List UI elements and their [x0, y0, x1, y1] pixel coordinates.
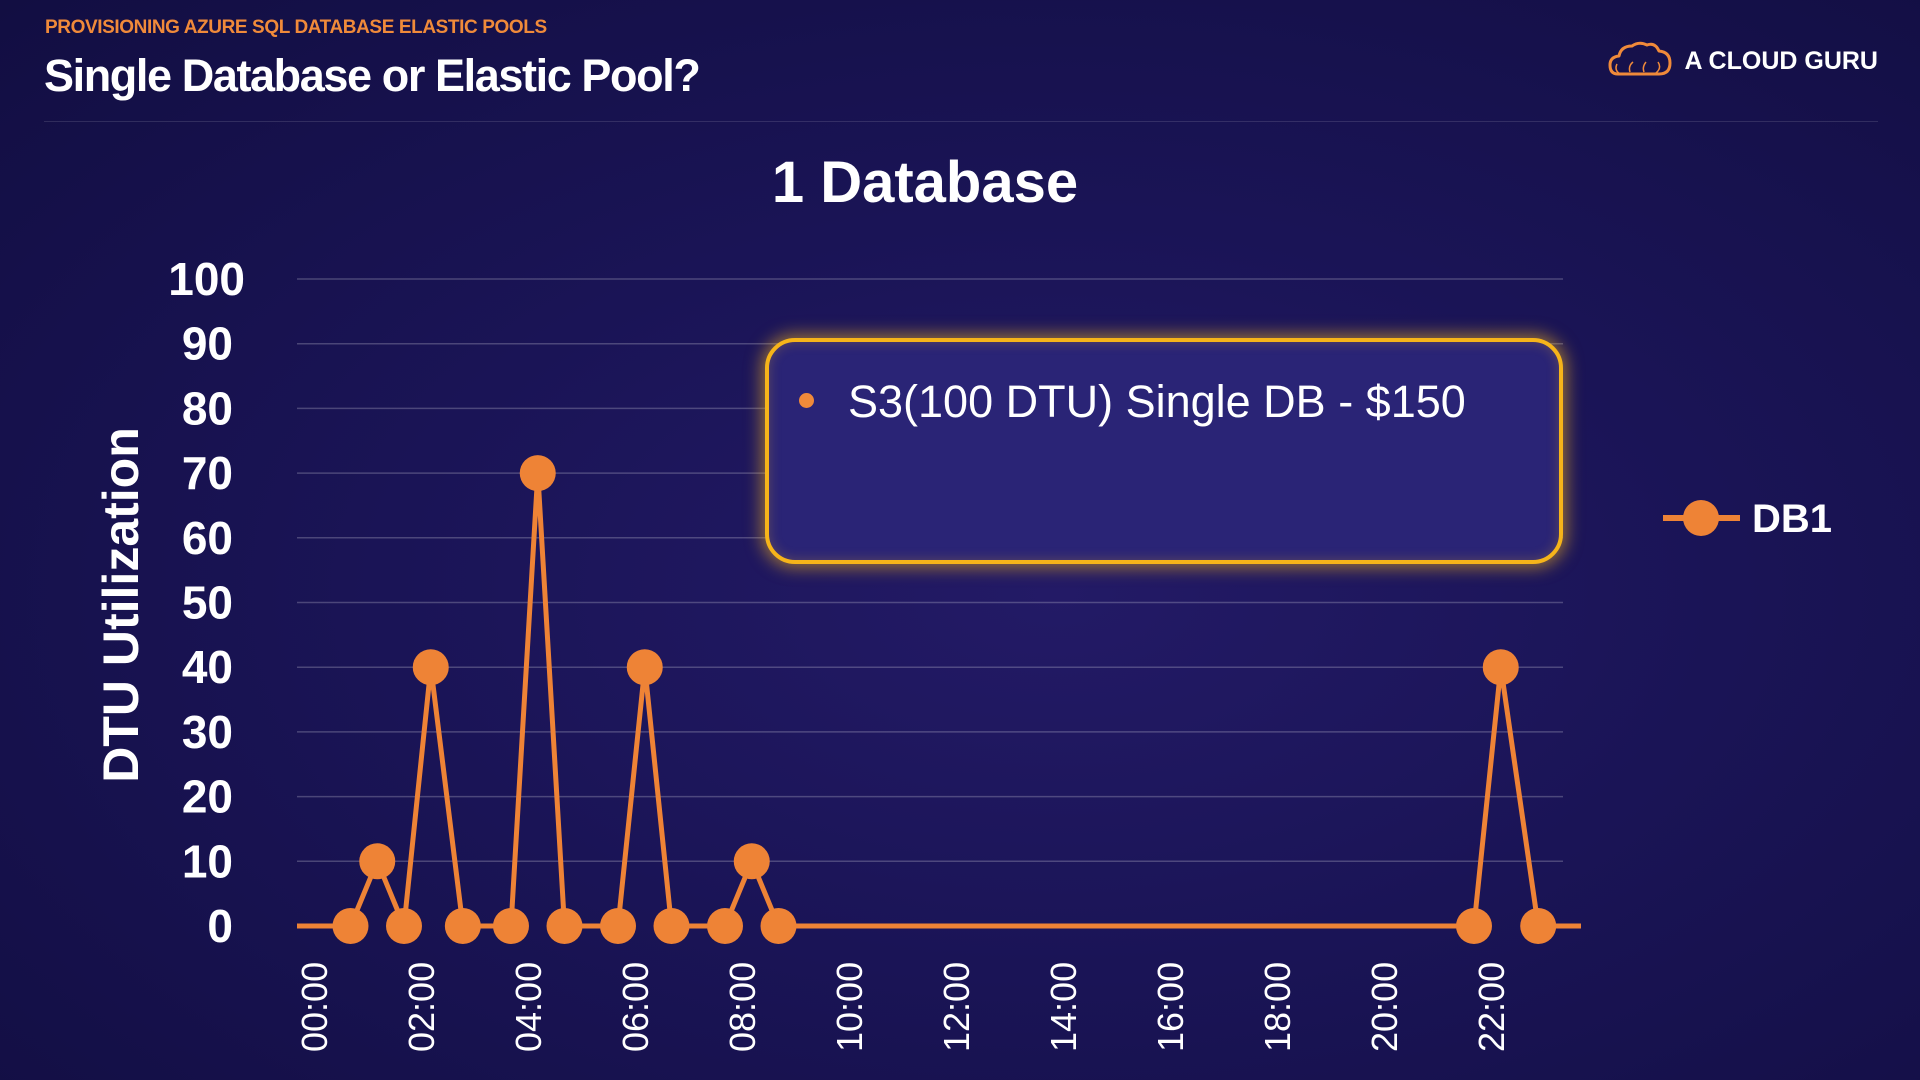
- x-tick-label: 02:00: [401, 962, 442, 1052]
- y-tick-label: 70: [182, 447, 233, 499]
- x-tick-label: 10:00: [829, 962, 870, 1052]
- data-point: [733, 843, 770, 880]
- header-divider: [44, 121, 1878, 122]
- data-point: [493, 908, 529, 944]
- x-tick-label: 16:00: [1150, 962, 1191, 1052]
- chart-title: 1 Database: [772, 150, 1078, 215]
- data-point: [386, 908, 422, 944]
- data-point: [332, 908, 369, 944]
- data-point: [444, 908, 481, 944]
- data-point: [626, 649, 663, 686]
- y-tick-label: 0: [207, 900, 233, 952]
- y-tick-label: 30: [182, 706, 233, 758]
- legend-marker: [1683, 500, 1719, 536]
- y-tick-label: 60: [182, 512, 233, 564]
- callout-text: S3(100 DTU) Single DB - $150: [848, 376, 1466, 427]
- x-tick-label: 12:00: [936, 962, 977, 1052]
- x-tick-label: 04:00: [508, 962, 549, 1052]
- x-tick-label: 06:00: [615, 962, 656, 1052]
- legend-label: DB1: [1752, 497, 1832, 541]
- y-tick-label: 90: [182, 318, 233, 370]
- x-tick-label: 14:00: [1043, 962, 1084, 1052]
- y-axis-label: DTU Utilization: [93, 427, 149, 783]
- brand-logo: A CLOUD GURU: [1608, 40, 1878, 83]
- data-point: [1456, 908, 1492, 944]
- x-tick-label: 08:00: [722, 962, 763, 1052]
- x-tick-label: 20:00: [1364, 962, 1405, 1052]
- x-tick-label: 00:00: [294, 962, 335, 1052]
- data-point: [519, 455, 556, 492]
- slide-title: Single Database or Elastic Pool?: [44, 50, 701, 101]
- x-tick-label: 22:00: [1471, 962, 1512, 1052]
- data-point: [1482, 649, 1519, 686]
- data-point: [653, 908, 690, 944]
- data-point: [600, 908, 636, 944]
- brand-name: A CLOUD GURU: [1684, 47, 1878, 75]
- x-tick-label: 18:00: [1257, 962, 1298, 1052]
- y-tick-label: 20: [182, 771, 233, 823]
- data-point: [359, 843, 396, 880]
- data-point: [1520, 908, 1557, 944]
- y-tick-label: 40: [182, 641, 233, 693]
- y-tick-label: 50: [182, 577, 233, 629]
- y-tick-label: 10: [182, 835, 233, 887]
- data-point: [760, 908, 797, 944]
- y-tick-label: 80: [182, 382, 233, 434]
- pricing-callout: S3(100 DTU) Single DB - $150: [765, 338, 1563, 564]
- data-point: [546, 908, 583, 944]
- cloud-icon: [1608, 40, 1672, 83]
- callout-bullet: [799, 393, 814, 408]
- data-point: [412, 649, 449, 686]
- data-point: [707, 908, 743, 944]
- section-label: PROVISIONING AZURE SQL DATABASE ELASTIC …: [45, 17, 547, 38]
- y-tick-label: 100: [168, 253, 245, 305]
